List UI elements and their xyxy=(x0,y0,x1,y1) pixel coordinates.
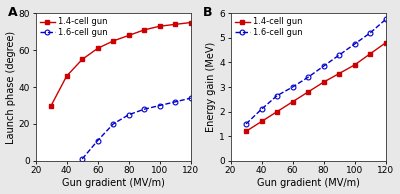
Text: A: A xyxy=(8,6,17,19)
1.4-cell gun xyxy=(157,25,162,27)
1.4-cell gun xyxy=(49,104,54,107)
Y-axis label: Energy gain (MeV): Energy gain (MeV) xyxy=(206,42,216,132)
X-axis label: Gun gradient (MV/m): Gun gradient (MV/m) xyxy=(257,178,360,188)
1.4-cell gun xyxy=(244,130,248,133)
1.6-cell gun xyxy=(337,54,342,56)
1.4-cell gun xyxy=(321,81,326,83)
1.6-cell gun xyxy=(259,108,264,110)
1.4-cell gun xyxy=(173,23,178,26)
1.6-cell gun xyxy=(188,97,193,99)
1.6-cell gun xyxy=(290,86,295,88)
1.6-cell gun xyxy=(111,123,116,125)
Line: 1.6-cell gun: 1.6-cell gun xyxy=(244,17,388,126)
1.4-cell gun xyxy=(290,101,295,103)
1.4-cell gun xyxy=(188,21,193,24)
Text: B: B xyxy=(202,6,212,19)
1.6-cell gun xyxy=(306,76,310,78)
Line: 1.6-cell gun: 1.6-cell gun xyxy=(80,96,193,161)
Y-axis label: Launch phase (degree): Launch phase (degree) xyxy=(6,30,16,144)
X-axis label: Gun gradient (MV/m): Gun gradient (MV/m) xyxy=(62,178,165,188)
1.4-cell gun xyxy=(259,120,264,123)
1.6-cell gun xyxy=(157,104,162,107)
1.6-cell gun xyxy=(321,65,326,67)
1.6-cell gun xyxy=(244,123,248,125)
1.6-cell gun xyxy=(142,108,147,110)
1.6-cell gun xyxy=(368,32,372,34)
1.6-cell gun xyxy=(352,43,357,45)
1.4-cell gun xyxy=(142,29,147,31)
1.6-cell gun xyxy=(275,94,280,97)
1.4-cell gun xyxy=(352,64,357,66)
1.4-cell gun xyxy=(306,91,310,93)
1.4-cell gun xyxy=(337,72,342,75)
Legend: 1.4-cell gun, 1.6-cell gun: 1.4-cell gun, 1.6-cell gun xyxy=(233,16,304,39)
Legend: 1.4-cell gun, 1.6-cell gun: 1.4-cell gun, 1.6-cell gun xyxy=(38,16,110,39)
Line: 1.4-cell gun: 1.4-cell gun xyxy=(49,20,193,108)
1.6-cell gun xyxy=(126,113,131,116)
1.6-cell gun xyxy=(383,18,388,21)
1.4-cell gun xyxy=(80,58,84,61)
1.6-cell gun xyxy=(173,101,178,103)
1.4-cell gun xyxy=(275,111,280,113)
1.4-cell gun xyxy=(111,40,116,42)
1.4-cell gun xyxy=(64,75,69,77)
1.4-cell gun xyxy=(126,34,131,37)
1.4-cell gun xyxy=(95,47,100,49)
Line: 1.4-cell gun: 1.4-cell gun xyxy=(244,40,388,134)
1.4-cell gun xyxy=(383,42,388,44)
1.4-cell gun xyxy=(368,53,372,55)
1.6-cell gun xyxy=(95,139,100,142)
1.6-cell gun xyxy=(80,158,84,160)
